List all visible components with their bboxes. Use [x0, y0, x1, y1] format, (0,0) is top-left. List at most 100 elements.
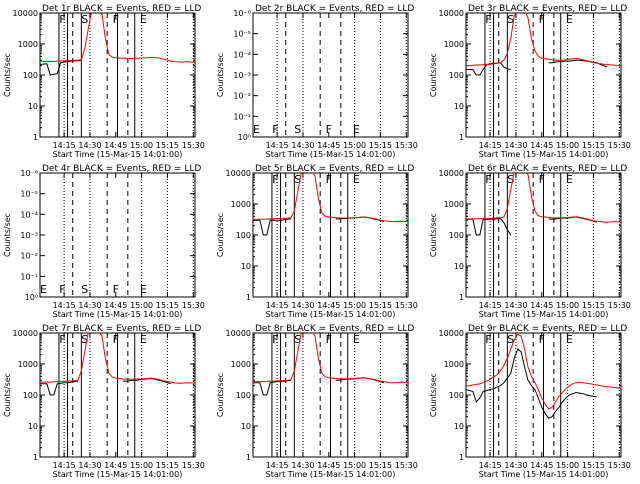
- series-group: [466, 333, 621, 419]
- x-tick-label: 15:00: [130, 461, 153, 470]
- panel-det-6: Det 6r BLACK = Events, RED = LLD 1 10 100 10…: [429, 164, 631, 319]
- y-tick-label: 100: [236, 231, 251, 240]
- x-tick-label: 14:45: [104, 301, 127, 310]
- x-tick-label: 15:15: [582, 461, 605, 470]
- x-tick-label: 14:15: [266, 301, 289, 310]
- x-tick-label: 15:00: [556, 301, 579, 310]
- series-group: [253, 333, 408, 396]
- y-axis-label: Counts/sec: [3, 373, 12, 417]
- x-tick-label: 14:45: [530, 461, 553, 470]
- y-tick-label: 10: [454, 422, 464, 431]
- x-tick-label: 15:15: [582, 141, 605, 150]
- y-tick-label: 1: [459, 453, 464, 462]
- x-axis-label: Start Time (15-Mar-15 14:01:00): [53, 150, 183, 159]
- interval-marker-label: F: [485, 13, 491, 26]
- interval-marker-label: F: [113, 13, 119, 26]
- y-tick-label: 10⁻⁴: [20, 210, 38, 219]
- y-tick-label: 10⁰: [238, 133, 251, 142]
- series-group: [466, 13, 621, 76]
- x-axis-label: Start Time (15-Mar-15 14:01:00): [266, 150, 396, 159]
- interval-marker-label: E: [140, 13, 147, 26]
- y-tick-label: 1: [33, 133, 38, 142]
- y-tick-label: 10000: [13, 9, 38, 18]
- x-axis-label: Start Time (15-Mar-15 14:01:00): [53, 310, 183, 319]
- interval-marker-label: F: [326, 123, 332, 136]
- y-tick-label: 1000: [18, 360, 38, 369]
- y-tick-label: 10⁻⁶: [233, 9, 251, 18]
- y-tick-label: 100: [449, 231, 464, 240]
- interval-marker-label: S: [294, 123, 301, 136]
- y-tick-label: 10⁻⁶: [20, 169, 38, 178]
- y-tick-label: 10: [241, 262, 251, 271]
- x-tick-label: 14:15: [479, 141, 502, 150]
- interval-marker-label: E: [253, 123, 260, 136]
- x-tick-label: 14:30: [504, 461, 527, 470]
- y-tick-label: 10000: [13, 329, 38, 338]
- y-tick-label: 1: [246, 453, 251, 462]
- y-tick-label: 1: [246, 293, 251, 302]
- x-tick-label: 14:30: [504, 301, 527, 310]
- y-tick-label: 1: [459, 133, 464, 142]
- x-tick-label: 14:45: [530, 141, 553, 150]
- x-tick-label: 14:45: [317, 301, 340, 310]
- x-tick-label: 15:30: [395, 301, 418, 310]
- interval-marker-label: F: [539, 13, 545, 26]
- y-tick-label: 1000: [444, 40, 464, 49]
- y-tick-label: 10000: [226, 169, 251, 178]
- y-axis-label: Counts/sec: [216, 213, 225, 257]
- interval-marker-label: E: [140, 333, 147, 346]
- series-group: [253, 173, 408, 236]
- interval-marker-label: F: [59, 13, 65, 26]
- interval-marker-label: S: [507, 13, 514, 26]
- y-tick-label: 1000: [444, 360, 464, 369]
- x-tick-label: 15:15: [582, 301, 605, 310]
- interval-marker-label: F: [485, 173, 491, 186]
- y-tick-label: 10000: [439, 329, 464, 338]
- series-line-lld: [253, 333, 408, 384]
- interval-marker-label: E: [566, 173, 573, 186]
- series-group: [40, 13, 195, 76]
- interval-marker-label: F: [272, 123, 278, 136]
- x-tick-label: 14:30: [78, 461, 101, 470]
- series-group: [466, 173, 621, 236]
- interval-marker-label: E: [566, 13, 573, 26]
- series-line-lld: [40, 333, 195, 384]
- panel-det-7: Det 7r BLACK = Events, RED = LLD 1 10 100 10…: [3, 324, 205, 479]
- interval-marker-label: E: [353, 333, 360, 346]
- y-tick-label: 1: [459, 293, 464, 302]
- interval-marker-label: E: [40, 283, 47, 296]
- x-tick-label: 14:15: [53, 301, 76, 310]
- x-tick-label: 14:30: [291, 461, 314, 470]
- y-tick-label: 10⁻⁵: [233, 30, 251, 39]
- series-line-events: [40, 59, 82, 76]
- y-axis-label: Counts/sec: [216, 53, 225, 97]
- x-tick-label: 14:45: [104, 141, 127, 150]
- panel-det-9: Det 9r BLACK = Events, RED = LLD 1 10 100 10…: [429, 324, 631, 479]
- panel-det-2: Det 2r BLACK = Events, RED = LLD 10⁰ 10⁻¹ 1…: [216, 4, 418, 159]
- interval-marker-label: F: [272, 173, 278, 186]
- x-tick-label: 15:30: [608, 461, 631, 470]
- series-line-lld: [466, 13, 621, 67]
- interval-marker-label: F: [485, 333, 491, 346]
- y-axis-label: Counts/sec: [429, 213, 438, 257]
- y-tick-label: 100: [23, 391, 38, 400]
- x-tick-label: 15:15: [156, 301, 179, 310]
- panel-title: Det 2r BLACK = Events, RED = LLD: [255, 4, 414, 14]
- series-line-lld: [253, 173, 408, 223]
- series-line-events: [466, 216, 598, 236]
- y-tick-label: 10: [28, 422, 38, 431]
- x-tick-label: 14:15: [479, 461, 502, 470]
- y-tick-label: 10: [28, 102, 38, 111]
- x-tick-label: 14:15: [266, 141, 289, 150]
- interval-marker-label: S: [81, 333, 88, 346]
- x-tick-label: 15:00: [556, 141, 579, 150]
- series-line-events: [253, 377, 385, 396]
- y-axis-label: Counts/sec: [3, 213, 12, 257]
- panel-title: Det 5r BLACK = Events, RED = LLD: [255, 164, 414, 174]
- x-tick-label: 15:15: [156, 461, 179, 470]
- panel-det-5: Det 5r BLACK = Events, RED = LLD 1 10 100 10…: [216, 164, 418, 319]
- y-tick-label: 1000: [231, 360, 251, 369]
- x-tick-label: 15:00: [556, 461, 579, 470]
- x-axis-label: Start Time (15-Mar-15 14:01:00): [53, 470, 183, 479]
- interval-marker-label: F: [539, 333, 545, 346]
